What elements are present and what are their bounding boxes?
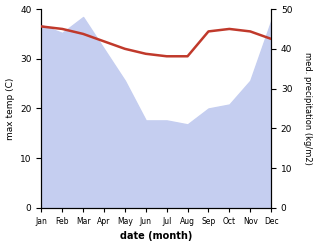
Y-axis label: med. precipitation (kg/m2): med. precipitation (kg/m2): [303, 52, 313, 165]
Y-axis label: max temp (C): max temp (C): [5, 77, 15, 140]
X-axis label: date (month): date (month): [120, 231, 192, 242]
